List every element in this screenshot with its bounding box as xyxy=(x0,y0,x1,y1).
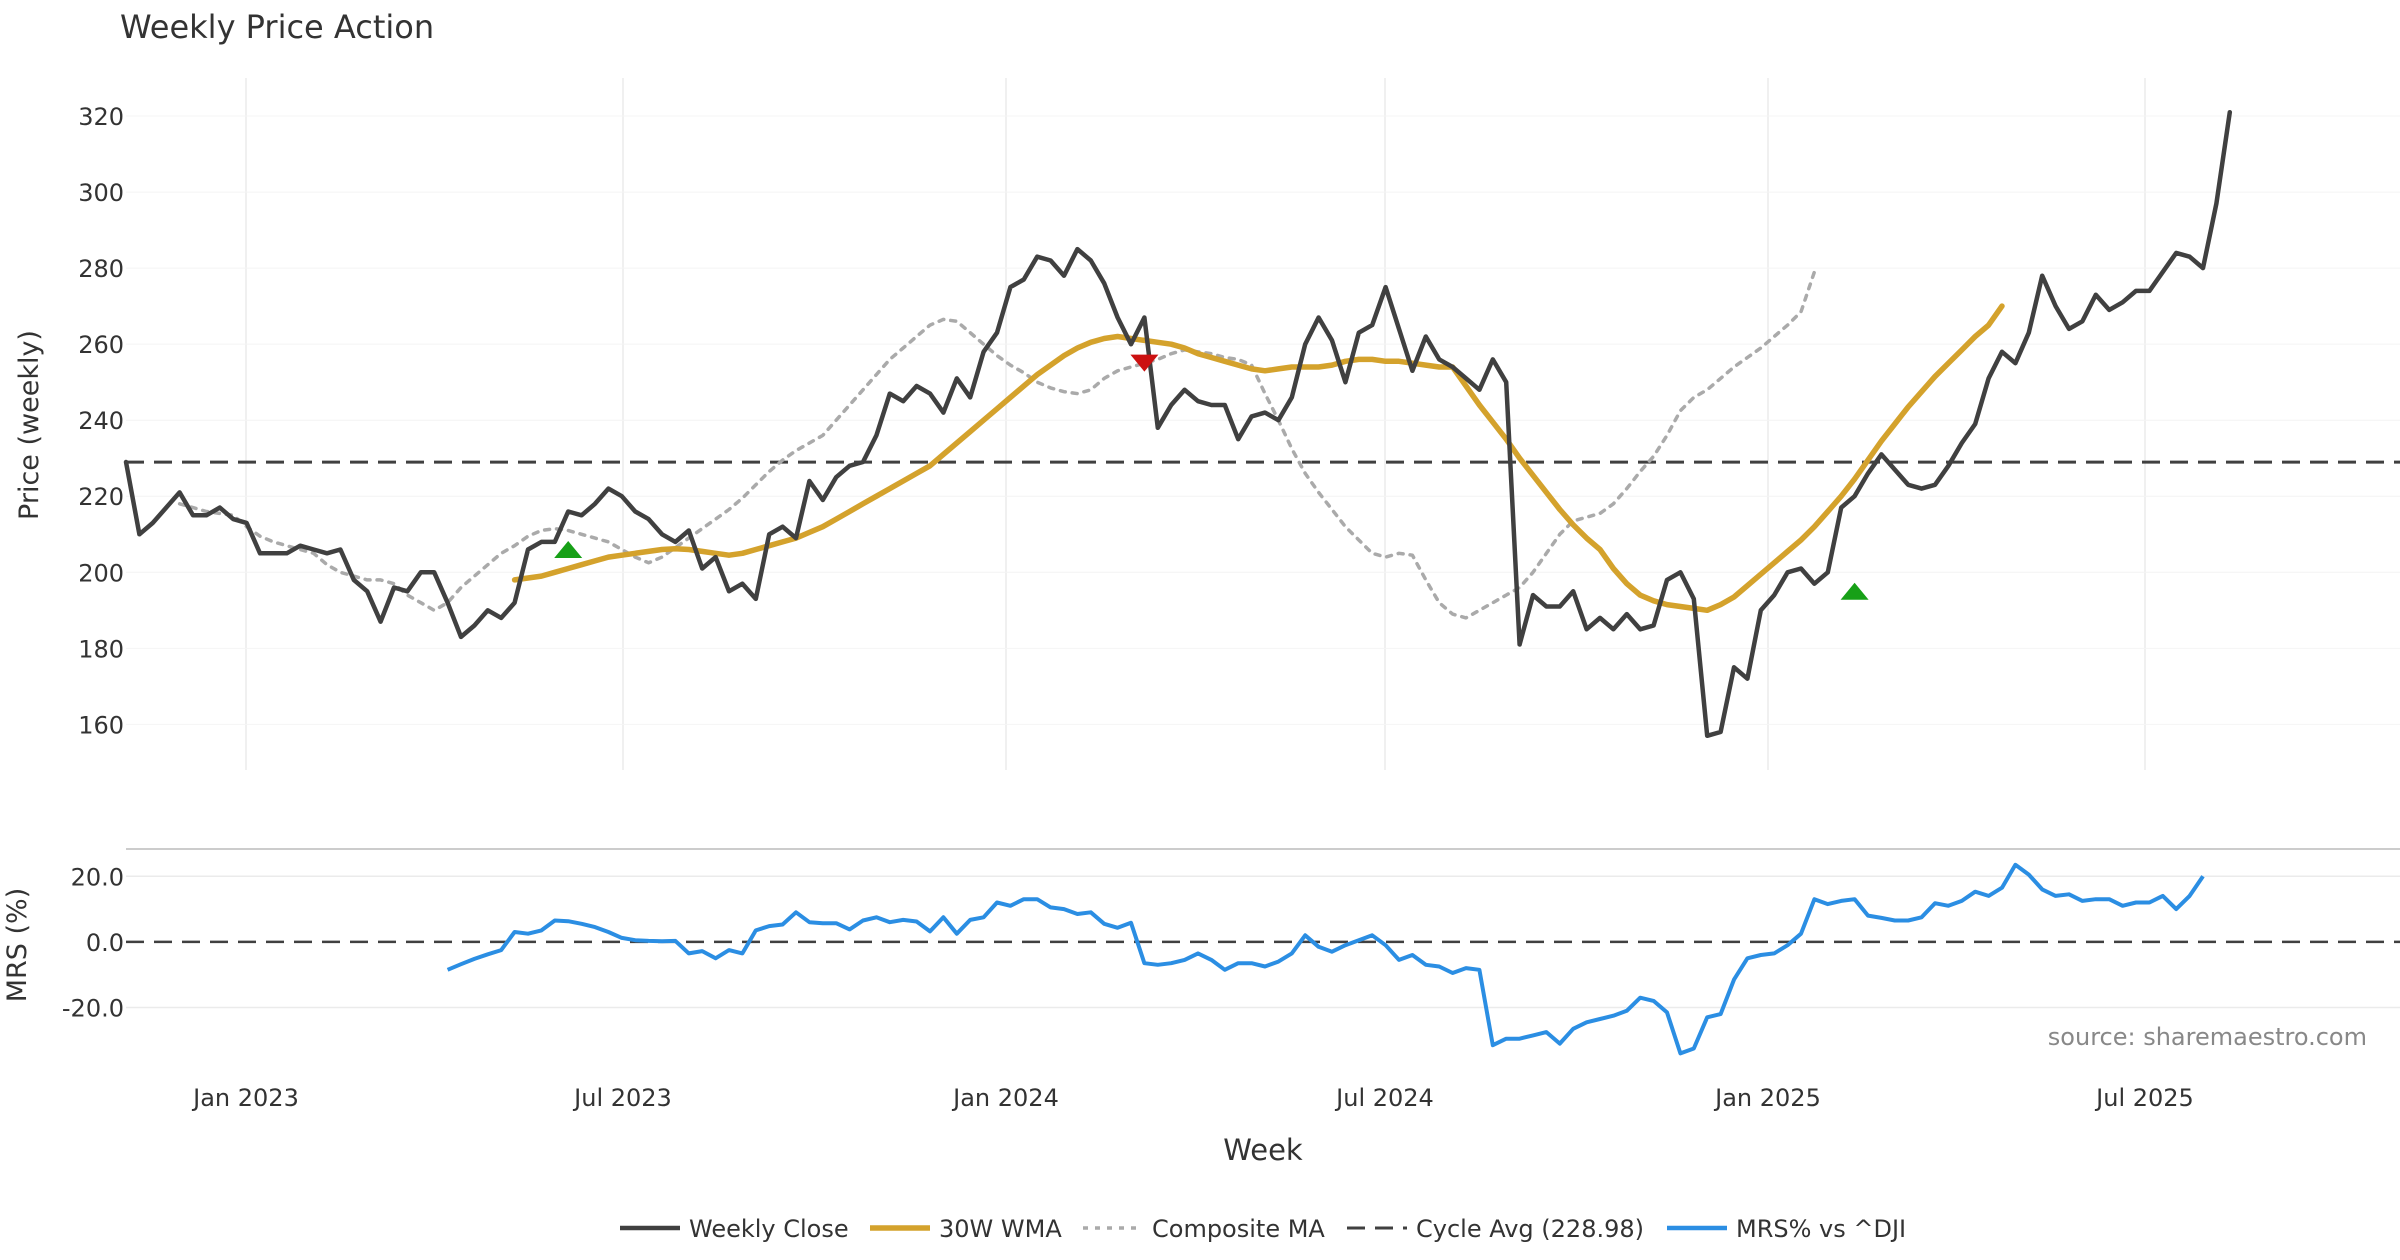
sell-signal-marker xyxy=(1130,354,1159,372)
legend-item: Composite MA xyxy=(1083,1215,1325,1243)
composite-ma-line xyxy=(177,270,1817,620)
wma-30w-line xyxy=(511,303,2005,614)
price-y-axis-label: Price (weekly) xyxy=(14,330,45,520)
price-y-tick-label: 320 xyxy=(78,103,124,131)
source-label: source: sharemaestro.com xyxy=(2048,1023,2367,1051)
price-y-tick-label: 180 xyxy=(78,635,124,663)
mrs-y-tick-label: -20.0 xyxy=(62,995,124,1023)
x-axis-ticks: Jan 2023 Jul 2023 Jan 2024 Jul 2024 Jan 2025… xyxy=(191,1084,2194,1112)
mrs-y-axis-label: MRS (%) xyxy=(2,888,33,1003)
price-y-tick-label: 280 xyxy=(78,255,124,283)
chart-title: Weekly Price Action xyxy=(120,8,434,46)
x-tick-label: Jan 2024 xyxy=(951,1084,1059,1112)
x-tick-label: Jul 2024 xyxy=(1334,1084,1434,1112)
buy-signal-marker xyxy=(1840,582,1869,600)
x-axis-label: Week xyxy=(1223,1133,1303,1167)
mrs-y-tick-label: 20.0 xyxy=(71,863,124,891)
price-y-tick-label: 300 xyxy=(78,179,124,207)
x-tick-label: Jan 2025 xyxy=(1713,1084,1821,1112)
legend-item: Weekly Close xyxy=(620,1215,849,1243)
mrs-y-tick-label: 0.0 xyxy=(86,929,124,957)
legend-label: MRS% vs ^DJI xyxy=(1736,1215,1906,1243)
legend-label: Weekly Close xyxy=(689,1215,849,1243)
price-y-tick-label: 160 xyxy=(78,711,124,739)
x-tick-label: Jul 2025 xyxy=(2094,1084,2194,1112)
price-y-tick-label: 260 xyxy=(78,331,124,359)
legend-label: Composite MA xyxy=(1152,1215,1325,1243)
x-tick-label: Jul 2023 xyxy=(572,1084,672,1112)
mrs-line xyxy=(446,862,2205,1056)
legend-item: MRS% vs ^DJI xyxy=(1667,1215,1906,1243)
legend-item: Cycle Avg (228.98) xyxy=(1347,1215,1644,1243)
legend: Weekly Close 30W WMA Composite MA Cycle Avg… xyxy=(620,1215,1906,1243)
buy-signal-marker xyxy=(554,540,583,558)
mrs-panel: 20.0 0.0 -20.0 xyxy=(62,848,2400,1056)
weekly-close-line xyxy=(123,109,2233,739)
x-tick-label: Jan 2023 xyxy=(191,1084,299,1112)
legend-label: 30W WMA xyxy=(939,1215,1062,1243)
price-y-tick-label: 220 xyxy=(78,483,124,511)
grid-layer xyxy=(126,78,2400,770)
price-y-tick-label: 240 xyxy=(78,407,124,435)
legend-item: 30W WMA xyxy=(870,1215,1062,1243)
price-panel: 160 180 200 220 240 260 280 300 320 xyxy=(78,103,2400,739)
price-y-tick-label: 200 xyxy=(78,559,124,587)
legend-label: Cycle Avg (228.98) xyxy=(1416,1215,1644,1243)
